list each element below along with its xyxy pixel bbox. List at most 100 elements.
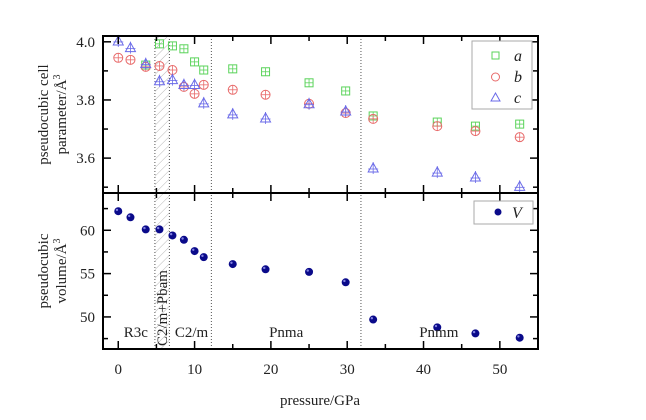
data-point-b (227, 84, 238, 95)
top-y-axis-label-line1: pseudocubic cell (36, 64, 52, 164)
phase-label: Pnma (269, 325, 304, 341)
data-point-c (259, 111, 272, 124)
superscript: 3 (52, 239, 63, 244)
xtick-label: 40 (416, 362, 431, 378)
bottom-y-axis-label-line1: pseudocubic (36, 233, 52, 308)
marker-highlight (263, 266, 266, 270)
data-point-V (228, 260, 237, 269)
data-point-b (189, 88, 200, 99)
data-point-a (341, 86, 351, 96)
top-ytick-label: 3.6 (76, 151, 95, 167)
data-point-V (261, 265, 270, 274)
data-point-c (153, 74, 166, 87)
marker-highlight (370, 317, 374, 320)
legend-filled-circle-icon (494, 208, 502, 216)
filled-circle-marker (341, 278, 350, 287)
bottom-legend: V (473, 200, 534, 225)
data-point-a (199, 65, 209, 75)
data-point-a (515, 119, 525, 129)
marker-highlight (472, 330, 476, 334)
phase-label: Pnmm (419, 325, 459, 341)
filled-circle-marker (168, 231, 177, 240)
filled-circle-marker (126, 213, 135, 222)
data-point-V (155, 225, 164, 234)
legend-label-c: c (514, 90, 521, 107)
data-point-b (368, 113, 379, 124)
data-point-c (226, 107, 239, 120)
top-ytick-label: 4.0 (76, 35, 95, 51)
data-point-c (469, 170, 482, 184)
data-point-b (470, 126, 481, 137)
filled-circle-marker (228, 260, 237, 269)
data-point-b (514, 132, 525, 143)
data-point-a (167, 41, 177, 51)
marker-highlight (156, 226, 160, 230)
phase-label: C2/m+Pbam (155, 270, 171, 346)
top-y-axis-label-line2: parameter/Å3 (52, 75, 70, 155)
data-point-c (124, 41, 137, 54)
data-point-c (303, 97, 315, 110)
xtick-label: 30 (340, 362, 355, 378)
filled-circle-marker (179, 235, 188, 244)
marker-highlight (517, 335, 520, 338)
marker-highlight (434, 324, 438, 328)
data-point-c (197, 96, 210, 109)
marker-highlight (143, 226, 146, 230)
data-point-a (179, 44, 189, 54)
marker-highlight (169, 232, 173, 236)
legend-box (471, 40, 533, 110)
filled-circle-marker (261, 265, 270, 274)
data-point-a (190, 57, 200, 67)
data-point-a (261, 67, 271, 77)
x-axis-label: pressure/GPa (280, 393, 360, 409)
data-point-V (114, 207, 123, 216)
data-point-b (432, 121, 443, 132)
data-point-b (125, 54, 136, 65)
filled-circle-marker (471, 329, 480, 338)
data-point-V (305, 267, 314, 276)
filled-circle-marker (515, 333, 524, 342)
superscript: 3 (52, 75, 63, 80)
data-point-V (190, 247, 199, 256)
marker-highlight (181, 237, 184, 240)
legend-box (473, 200, 534, 225)
data-point-V (126, 213, 135, 222)
phase-label: C2/m (175, 325, 209, 341)
data-point-b (260, 89, 271, 100)
legend-circle-icon (491, 72, 500, 82)
data-point-V (168, 231, 177, 240)
data-point-V (199, 253, 208, 262)
data-point-b (167, 65, 178, 76)
xtick-label: 0 (115, 362, 123, 378)
data-point-b (113, 52, 124, 63)
marker-highlight (127, 214, 131, 218)
data-point-c (188, 78, 201, 91)
data-point-a (154, 39, 164, 49)
legend-label-a: a (514, 48, 522, 65)
bottom-ytick-label: 60 (80, 223, 95, 239)
data-point-V (433, 323, 442, 332)
marker-highlight (192, 248, 195, 251)
legend-triangle-icon (490, 91, 501, 102)
legend-square-icon (491, 51, 500, 60)
filled-circle-marker (141, 225, 150, 234)
data-point-a (304, 78, 314, 88)
data-point-b (198, 79, 209, 90)
data-point-b (154, 60, 165, 71)
bottom-panel-frame (102, 192, 539, 350)
filled-circle-marker (190, 247, 199, 256)
xtick-label: 20 (263, 362, 278, 378)
bottom-ytick-label: 50 (80, 310, 95, 326)
filled-circle-marker (199, 253, 208, 262)
marker-highlight (306, 269, 309, 272)
filled-circle-marker (155, 225, 164, 234)
marker-highlight (343, 279, 346, 283)
bottom-ytick-label: 55 (80, 267, 95, 283)
filled-circle-marker (305, 267, 314, 276)
data-point-V (179, 235, 188, 244)
filled-circle-marker (114, 207, 123, 216)
data-point-V (341, 278, 350, 287)
marker-highlight (115, 208, 119, 212)
bottom-y-axis-label-line2: volume/Å3 (52, 239, 70, 304)
